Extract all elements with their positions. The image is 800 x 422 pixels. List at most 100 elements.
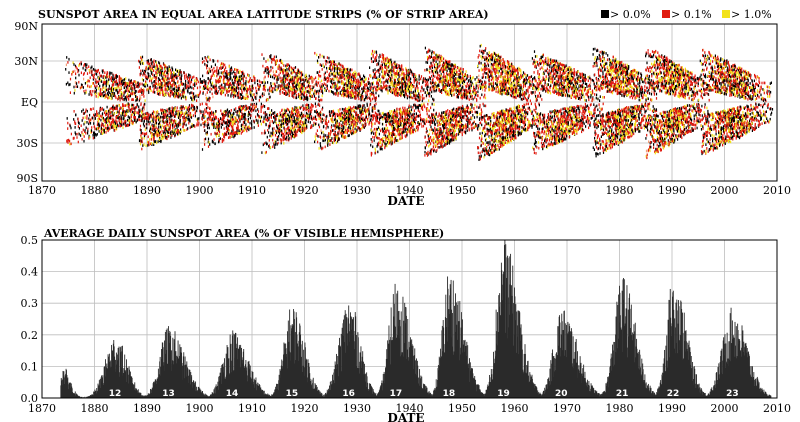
butterfly-spot [288,82,290,86]
butterfly-spot [209,111,212,115]
butterfly-spot [196,122,198,126]
butterfly-spot [335,76,337,80]
butterfly-spot [150,115,152,119]
butterfly-spot [151,138,153,141]
butterfly-spot [311,125,313,129]
butterfly-spot [203,113,205,116]
butterfly-spot [292,68,294,72]
butterfly-spot [295,84,297,87]
butterfly-spot [329,114,331,117]
butterfly-spot [228,124,231,128]
butterfly-spot [292,88,294,91]
butterfly-spot [146,84,149,87]
butterfly-spot [159,82,161,85]
butterfly-spot [259,95,261,99]
butterfly-spot [115,107,117,111]
butterfly-spot [272,145,274,149]
butterfly-spot [308,103,310,107]
butterfly-spot [357,118,359,121]
butterfly-spot [134,115,136,119]
butterfly-spot [224,83,226,87]
butterfly-spot [225,89,228,93]
butterfly-spot [88,69,90,72]
butterfly-spot [80,134,82,137]
butterfly-spot [117,110,119,114]
butterfly-spot [257,110,260,113]
butterfly-spot [96,113,98,116]
butterfly-spot [89,69,92,73]
butterfly-spot [121,94,123,98]
butterfly-spot [168,77,170,81]
butterfly-spot [267,129,269,132]
butterfly-spot [337,125,339,128]
butterfly-spot [230,109,232,112]
butterfly-spot [355,129,357,133]
butterfly-spot [347,110,349,113]
butterfly-spot [293,81,295,85]
butterfly-spot [120,112,122,115]
butterfly-spot [235,75,237,79]
butterfly-spot [195,82,198,86]
butterfly-spot [178,95,180,99]
butterfly-spot [192,114,194,117]
butterfly-spot [115,119,117,122]
butterfly-spot [296,125,298,128]
butterfly-spot [299,84,301,87]
butterfly-spot [127,102,129,105]
butterfly-spot [141,117,143,120]
butterfly-spot [250,89,252,93]
butterfly-spot [123,122,125,126]
butterfly-spot [327,142,329,145]
butterfly-spot [340,131,342,134]
butterfly-spot [337,114,339,117]
butterfly-spot [278,115,280,118]
butterfly-spot [252,93,254,97]
butterfly-spot [128,94,131,98]
butterfly-spot [110,93,112,96]
butterfly-spot [160,125,162,129]
butterfly-spot [155,115,157,118]
butterfly-spot [194,84,196,87]
butterfly-spot [118,89,120,92]
butterfly-spot [150,62,152,65]
butterfly-spot [214,89,216,92]
butterfly-spot [271,88,273,91]
butterfly-spot [238,106,240,110]
butterfly-spot [338,138,340,141]
butterfly-spot [167,74,169,78]
butterfly-spot [75,85,77,88]
butterfly-spot [282,138,284,142]
butterfly-spot [105,74,108,78]
butterfly-spot [144,132,146,136]
butterfly-spot [74,89,76,92]
butterfly-spot [160,88,162,92]
butterfly-spot [331,118,333,121]
butterfly-spot [97,68,99,72]
butterfly-spot [131,120,133,123]
butterfly-spot [166,128,168,131]
butterfly-spot [173,80,175,84]
butterfly-spot [235,79,237,83]
butterfly-spot [318,99,320,102]
butterfly-spot [108,87,110,90]
butterfly-spot [165,88,167,91]
butterfly-spot [238,87,240,90]
butterfly-spot [172,126,174,130]
butterfly-spot [178,73,180,76]
butterfly-spot [282,132,284,136]
butterfly-spot [107,92,109,95]
butterfly-spot [107,125,109,128]
butterfly-spot [218,126,220,130]
butterfly-spot [225,130,228,134]
butterfly-spot [140,103,142,107]
butterfly-spot [142,62,144,65]
butterfly-spot [353,86,355,90]
butterfly-spot [125,110,127,114]
butterfly-spot [357,94,359,97]
butterfly-spot [233,118,235,121]
butterfly-spot [289,78,291,81]
butterfly-spot [228,119,230,123]
butterfly-spot [244,87,246,91]
butterfly-spot [311,94,313,97]
butterfly-spot [242,72,244,76]
